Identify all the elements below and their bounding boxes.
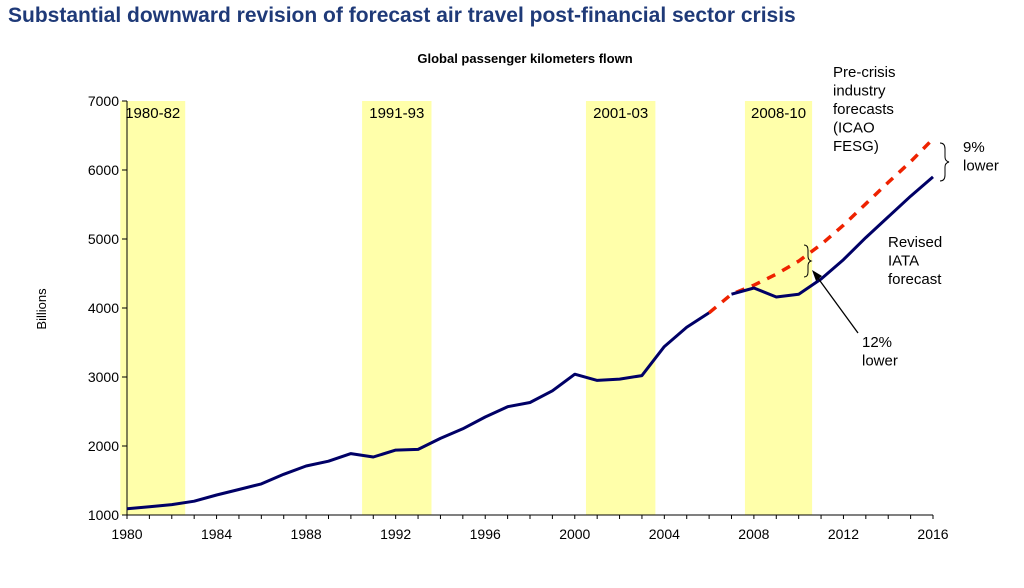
- y-tick-label: 4000: [88, 300, 119, 316]
- y-tick-label: 6000: [88, 162, 119, 178]
- chart-title: Global passenger kilometers flown: [417, 51, 632, 66]
- x-tick-label: 1996: [470, 526, 501, 542]
- annotation-precrisis: Pre-crisis industry forecasts (ICAO FESG): [833, 64, 896, 155]
- shaded-period-label: 2001-03: [593, 105, 648, 122]
- shaded-period-label: 2008-10: [751, 105, 806, 122]
- x-tick-label: 1984: [201, 526, 232, 542]
- x-tick-label: 2000: [559, 526, 590, 542]
- shaded-period-label: 1980-82: [125, 105, 180, 122]
- annotation-nine: 9% lower: [963, 139, 999, 175]
- y-tick-label: 1000: [88, 507, 119, 523]
- y-axis-label: Billions: [34, 288, 49, 330]
- series-line-revised-iata-forecast: [731, 175, 934, 299]
- annotation-arrow-head: [812, 270, 822, 281]
- series-line-0: [126, 311, 710, 511]
- annotation-twelve: 12% lower: [862, 334, 898, 370]
- annotation-revised: Revised IATA forecast: [888, 234, 942, 288]
- shaded-period-1991-93: [362, 101, 432, 515]
- x-tick-label: 2004: [649, 526, 680, 542]
- y-tick-label: 5000: [88, 231, 119, 247]
- shaded-period-2001-03: [585, 101, 656, 515]
- brace-9pct: [939, 142, 950, 182]
- y-tick-label: 3000: [88, 369, 119, 385]
- x-tick-label: 2016: [917, 526, 948, 542]
- x-tick-label: 2008: [738, 526, 769, 542]
- y-tick-label: 7000: [88, 93, 119, 109]
- x-tick-label: 1988: [291, 526, 322, 542]
- brace-12pct: [803, 244, 813, 278]
- annotation-arrow-line: [814, 273, 859, 334]
- shaded-period-2008-10: [744, 101, 813, 515]
- shaded-period-1980-82: [120, 101, 186, 515]
- x-tick-label: 1992: [380, 526, 411, 542]
- y-tick-label: 2000: [88, 438, 119, 454]
- page-title: Substantial downward revision of forecas…: [8, 4, 796, 27]
- x-tick-label: 2012: [828, 526, 859, 542]
- shaded-period-label: 1991-93: [369, 105, 424, 122]
- x-tick-label: 1980: [111, 526, 142, 542]
